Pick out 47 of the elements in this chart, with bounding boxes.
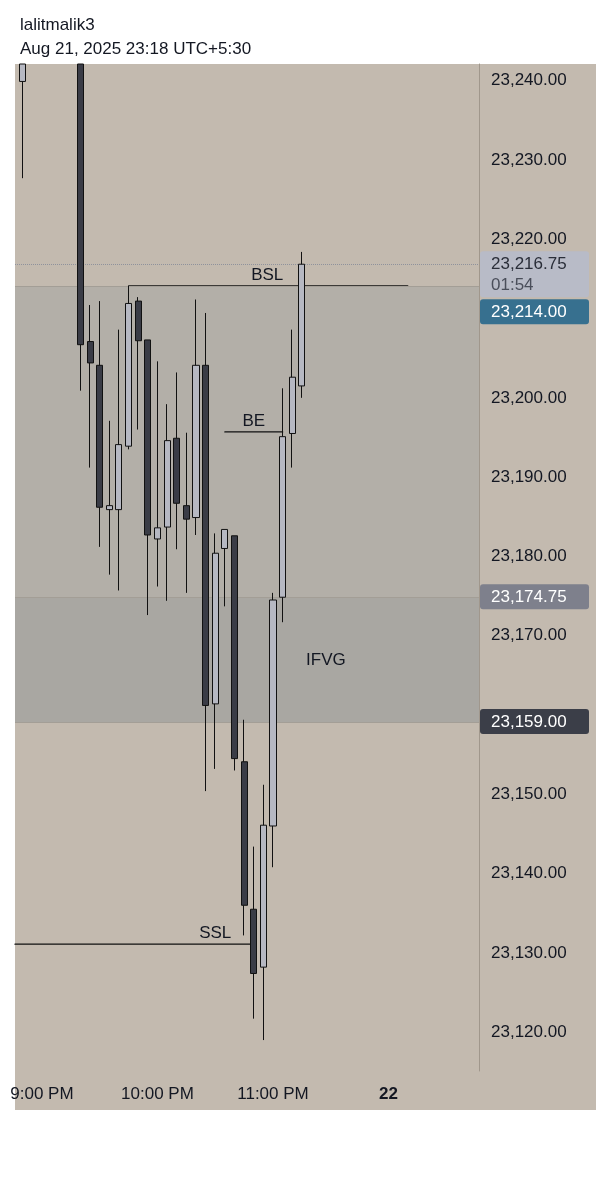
candlestick <box>260 784 267 1041</box>
band-label: IFVG <box>306 650 346 670</box>
annotation: BE <box>242 410 266 430</box>
y-tick-label: 23,190.00 <box>491 466 567 486</box>
y-tick-label: 23,240.00 <box>491 70 567 90</box>
candlestick <box>87 304 94 469</box>
annotation: SSL <box>199 923 232 943</box>
y-tick-label: 23,130.00 <box>491 942 567 962</box>
x-tick-label: 10:00 PM <box>121 1084 194 1103</box>
candlestick <box>96 300 103 548</box>
candlestick <box>202 312 209 792</box>
y-tick-label: 23,230.00 <box>491 149 567 169</box>
ref-line-label: 23,216.75 <box>491 254 567 274</box>
y-tick-label: 23,120.00 <box>491 1021 567 1041</box>
candlestick <box>115 329 122 591</box>
y-tick-label: 23,140.00 <box>491 863 567 883</box>
y-tick-label: 23,170.00 <box>491 625 567 645</box>
x-tick-label: 11:00 PM <box>237 1084 309 1103</box>
candlestick <box>269 592 277 868</box>
x-tick-label: 9:00 PM <box>10 1084 74 1103</box>
y-tick-label: 23,200.00 <box>491 387 567 407</box>
candlestick <box>144 339 151 616</box>
candlestick <box>231 535 238 771</box>
candlestick <box>106 420 113 576</box>
y-tick-label: 23,220.00 <box>491 228 567 248</box>
ref-line-label: 23,174.75 <box>491 587 567 607</box>
chart-subtitle: Aug 21, 2025 23:18 UTC+5:30 <box>20 39 252 58</box>
candlestick <box>192 299 200 536</box>
candlestick <box>135 296 142 431</box>
y-tick-label: 23,180.00 <box>491 546 567 566</box>
ref-line-label: 23,214.00 <box>491 302 567 322</box>
candlestick <box>212 532 219 770</box>
text: 01:54 <box>491 275 534 295</box>
y-tick-label: 23,150.00 <box>491 783 567 803</box>
candlestick <box>241 719 248 936</box>
candlestick <box>183 432 190 594</box>
chart-title: lalitmalik3 <box>20 15 95 34</box>
annotation: BSL <box>251 265 284 285</box>
x-tick-label: 22 <box>379 1084 398 1103</box>
candlestick <box>221 528 228 607</box>
ref-line-label: 23,159.00 <box>491 712 567 732</box>
candlestick <box>173 371 180 550</box>
candlestick <box>154 360 161 588</box>
candlestick <box>19 63 26 179</box>
candlestick <box>77 63 84 392</box>
candlestick <box>164 403 171 602</box>
candlestick <box>289 329 296 469</box>
